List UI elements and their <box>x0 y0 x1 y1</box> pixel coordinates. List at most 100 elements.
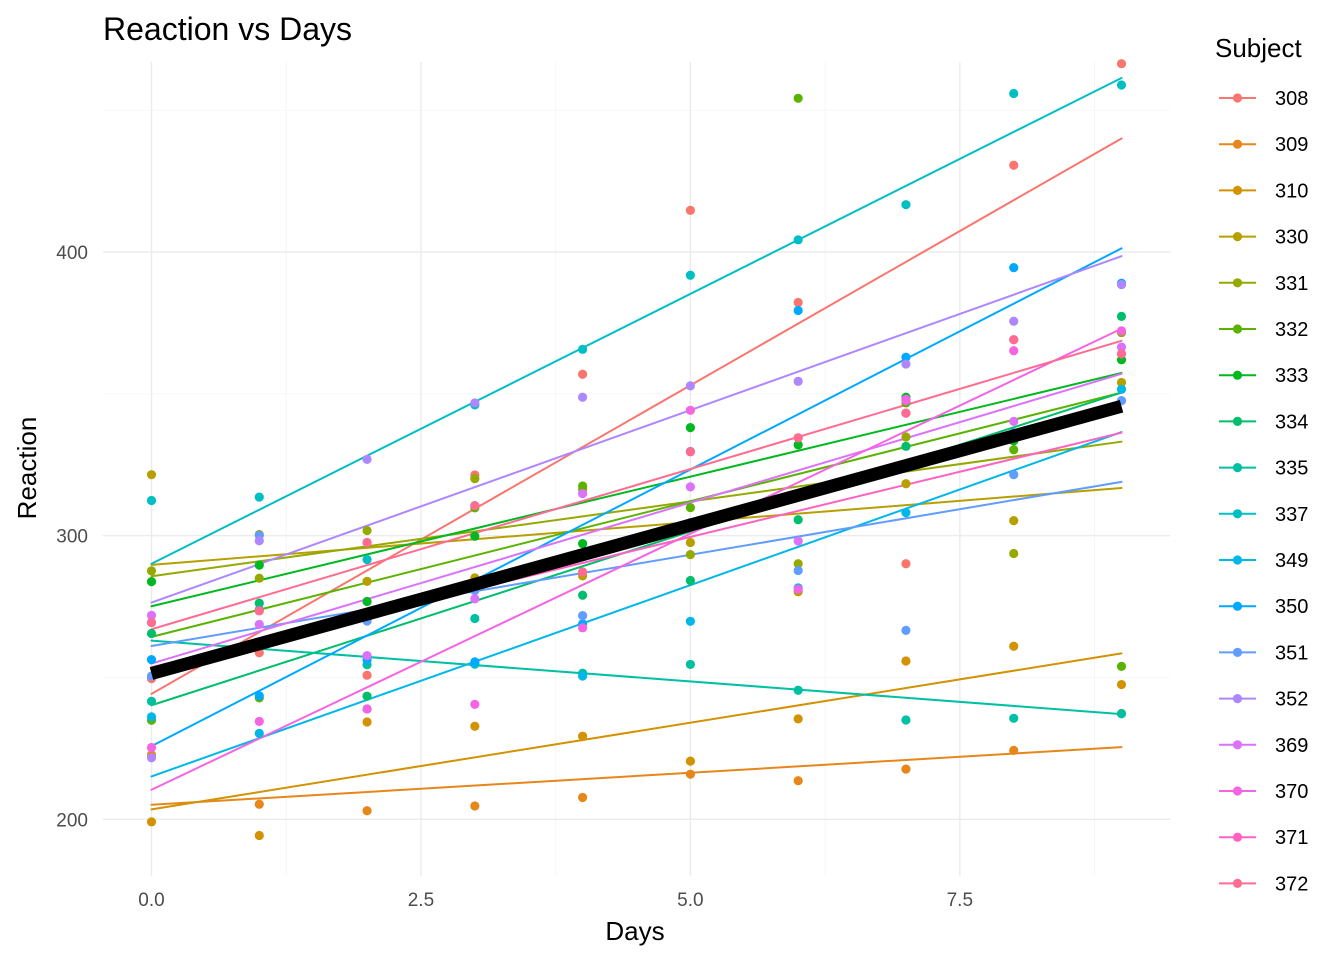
legend-key-point <box>1232 463 1243 473</box>
legend-label: 335 <box>1275 458 1308 480</box>
point-352 <box>470 398 480 408</box>
legend-item-310: 310 <box>1219 180 1308 202</box>
point-308 <box>901 559 911 569</box>
point-372 <box>793 433 803 443</box>
legend-label: 334 <box>1275 411 1308 433</box>
legend-item-309: 309 <box>1219 134 1308 156</box>
point-334 <box>901 441 911 451</box>
point-308 <box>1116 59 1127 69</box>
legend-key-point <box>1232 555 1243 565</box>
point-335 <box>1116 709 1127 719</box>
point-334 <box>362 691 372 701</box>
legend-label: 309 <box>1275 134 1308 156</box>
point-372 <box>1116 349 1127 359</box>
point-372 <box>901 408 911 418</box>
point-310 <box>362 717 372 727</box>
point-331 <box>362 525 372 536</box>
point-349 <box>578 671 588 681</box>
fit-line-332 <box>150 391 1123 638</box>
point-332 <box>793 93 803 103</box>
point-370 <box>685 405 695 415</box>
point-335 <box>793 685 803 695</box>
point-370 <box>146 742 157 753</box>
point-309 <box>362 806 372 816</box>
point-308 <box>793 297 803 308</box>
point-370 <box>362 704 372 714</box>
chart-title: Reaction vs Days <box>103 11 352 47</box>
fit-line-330 <box>150 487 1123 566</box>
legend-label: 308 <box>1275 88 1308 110</box>
point-352 <box>362 454 372 464</box>
point-333 <box>146 576 157 587</box>
point-349 <box>901 508 911 518</box>
legend-item-333: 333 <box>1219 365 1308 387</box>
point-332 <box>1009 445 1019 455</box>
x-axis-title: Days <box>605 916 664 946</box>
point-369 <box>254 619 264 630</box>
point-333 <box>362 596 372 607</box>
legend-item-337: 337 <box>1219 504 1308 526</box>
point-330 <box>146 470 157 480</box>
legend-key-point <box>1232 185 1243 195</box>
point-334 <box>146 628 157 639</box>
point-333 <box>685 422 695 433</box>
fit-line-350 <box>150 247 1123 748</box>
point-337 <box>1009 88 1019 99</box>
point-330 <box>901 479 911 489</box>
point-352 <box>1009 316 1019 326</box>
point-370 <box>578 623 588 633</box>
point-370 <box>470 699 480 710</box>
point-331 <box>1009 548 1019 559</box>
point-335 <box>1009 713 1019 723</box>
overall-fit-line <box>149 399 1124 680</box>
point-369 <box>470 594 480 604</box>
point-350 <box>470 657 480 667</box>
legend-item-331: 331 <box>1219 273 1308 295</box>
point-337 <box>685 270 695 280</box>
point-370 <box>254 716 264 727</box>
x-tick-label: 5.0 <box>677 890 703 911</box>
point-308 <box>578 369 588 379</box>
point-352 <box>254 536 264 546</box>
point-372 <box>362 537 372 548</box>
legend: 308 309 310 330 331 332 333 334 335 337 349 350 351 3… <box>1219 88 1308 895</box>
legend-key-point <box>1232 832 1243 842</box>
point-331 <box>254 573 264 583</box>
point-351 <box>578 611 588 621</box>
fit-line-369 <box>150 372 1123 665</box>
point-308 <box>362 670 372 680</box>
point-310 <box>254 830 264 841</box>
legend-label: 333 <box>1275 365 1308 387</box>
point-352 <box>901 359 911 369</box>
point-335 <box>146 696 157 706</box>
point-370 <box>1009 346 1019 356</box>
legend-key-point <box>1232 694 1243 704</box>
legend-key-point <box>1232 601 1243 611</box>
x-tick-label: 2.5 <box>408 890 434 911</box>
fit-line-370 <box>150 327 1123 791</box>
legend-item-335: 335 <box>1219 458 1308 480</box>
point-332 <box>685 502 695 513</box>
point-310 <box>793 714 803 724</box>
y-tick-label: 300 <box>56 527 88 548</box>
fit-line-335 <box>150 639 1123 716</box>
point-334 <box>1116 311 1127 322</box>
point-334 <box>578 590 588 600</box>
legend-label: 349 <box>1275 550 1308 572</box>
point-334 <box>793 515 803 525</box>
legend-key-point <box>1232 370 1243 380</box>
point-333 <box>578 538 588 549</box>
point-352 <box>1116 280 1127 290</box>
point-369 <box>685 482 695 492</box>
point-330 <box>1116 377 1127 388</box>
point-352 <box>578 392 588 402</box>
point-337 <box>254 492 264 502</box>
point-349 <box>685 616 695 626</box>
legend-item-349: 349 <box>1219 550 1308 572</box>
legend-label: 350 <box>1275 596 1308 618</box>
point-351 <box>1009 470 1019 480</box>
point-309 <box>685 769 695 779</box>
point-370 <box>793 584 803 594</box>
point-309 <box>254 799 264 809</box>
